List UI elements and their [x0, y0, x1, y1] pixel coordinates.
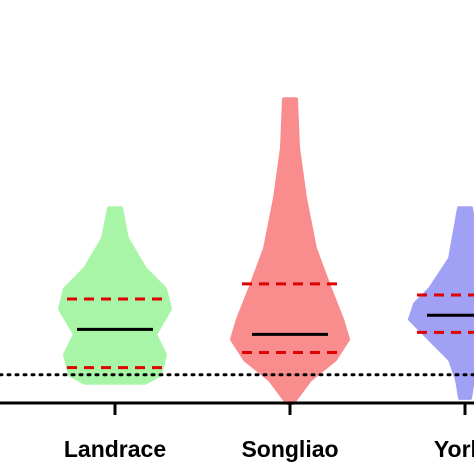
x-tick-label: Landrace [64, 436, 166, 462]
x-tick-label: Yorks [434, 436, 474, 462]
x-tick-label: Songliao [241, 436, 338, 462]
violin [58, 206, 172, 385]
violin [408, 206, 474, 400]
violin [230, 97, 350, 405]
